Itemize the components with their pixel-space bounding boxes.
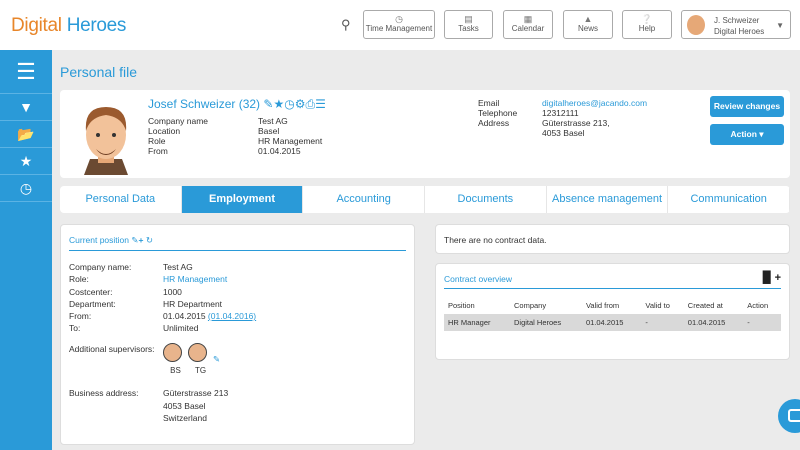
role-link[interactable]: HR Management <box>163 274 228 285</box>
tab-employment[interactable]: Employment <box>181 186 304 213</box>
avatar <box>687 15 705 35</box>
help-button[interactable]: ❔ Help <box>622 10 672 39</box>
contact-fields: Email digitalheroes@jacando.com Telephone… <box>478 98 648 138</box>
table-header: Position Company Valid from Valid to Created… <box>448 301 769 310</box>
clock-icon: ◷ <box>395 14 403 24</box>
star-icon[interactable]: ★ <box>273 97 285 111</box>
tab-personal-data[interactable]: Personal Data <box>60 186 182 213</box>
chart-icon[interactable]: ▉ <box>763 272 772 284</box>
panel-header: Contract overview ▉ + <box>444 264 781 289</box>
page-title: Personal file <box>60 64 138 80</box>
calendar-button[interactable]: ▦ Calendar <box>503 10 553 39</box>
tab-communication[interactable]: Communication <box>668 186 790 213</box>
list-icon[interactable]: ☰ <box>315 97 326 111</box>
supervisor-avatar[interactable] <box>163 342 182 362</box>
user-menu[interactable]: J. Schweizer Digital Heroes ▼ <box>681 10 791 39</box>
panel-header: Current position ✎+ ↻ <box>69 225 406 251</box>
supervisor-avatar[interactable] <box>188 342 207 362</box>
contract-overview-panel: Contract overview ▉ + Position Company Val… <box>435 263 790 360</box>
table-row[interactable]: HR Manager Digital Heroes 01.04.2015-01.04… <box>444 314 781 331</box>
sidebar: ☰ ▼ 📂 ★ ◷ <box>0 50 52 450</box>
help-icon: ❔ <box>641 14 653 24</box>
current-position-panel: Current position ✎+ ↻ Company name: Test … <box>60 224 415 445</box>
filter-icon[interactable]: ▼ <box>0 94 52 121</box>
from-date-link[interactable]: (01.04.2016) <box>207 311 257 322</box>
profile-avatar <box>84 107 128 175</box>
action-button[interactable]: Action ▾ <box>710 124 784 145</box>
clock-icon[interactable]: ◷ <box>284 97 295 111</box>
clock-icon[interactable]: ◷ <box>0 175 52 202</box>
print-icon[interactable]: ⎙ <box>305 97 316 111</box>
menu-icon[interactable]: ☰ <box>0 50 52 94</box>
news-button[interactable]: ▲ News <box>563 10 613 39</box>
tab-absence-management[interactable]: Absence management <box>547 186 669 213</box>
email-link[interactable]: digitalheroes@jacando.com <box>542 98 648 108</box>
tasks-button[interactable]: ▤ Tasks <box>444 10 493 39</box>
tab-documents[interactable]: Documents <box>425 186 547 213</box>
tasks-icon: ▤ <box>464 14 473 24</box>
time-management-button[interactable]: ◷ Time Management <box>363 10 435 39</box>
contract-data-message: There are no contract data. <box>435 224 790 254</box>
logo[interactable]: Digital Heroes <box>11 15 127 36</box>
refresh-icon[interactable]: ↻ <box>145 235 153 245</box>
profile-fields: Company name Test AG Location Basel Role HR… <box>148 116 323 156</box>
employee-name: Josef Schweizer (32) ✎★◷⚙⎙☰ <box>148 97 326 111</box>
edit-icon[interactable]: ✎ <box>131 235 139 245</box>
tab-accounting[interactable]: Accounting <box>303 186 426 213</box>
user-name: J. Schweizer <box>714 16 760 25</box>
chat-icon <box>788 409 800 422</box>
bell-icon: ▲ <box>583 14 593 24</box>
star-icon[interactable]: ★ <box>0 148 52 175</box>
profile-card: Josef Schweizer (32) ✎★◷⚙⎙☰ Company name… <box>60 90 790 178</box>
calendar-icon: ▦ <box>523 14 533 24</box>
top-bar: Digital Heroes ⚲ ◷ Time Management ▤ Tasks… <box>0 0 800 50</box>
folder-icon[interactable]: 📂 <box>0 121 52 148</box>
tabs: Personal Data Employment Accounting Docu… <box>60 186 790 213</box>
review-changes-button[interactable]: Review changes <box>710 96 784 117</box>
chat-button[interactable] <box>778 399 800 433</box>
gear-icon[interactable]: ⚙ <box>294 97 306 111</box>
user-company: Digital Heroes <box>714 27 765 36</box>
search-icon[interactable]: ⚲ <box>341 17 351 32</box>
chevron-down-icon: ▼ <box>776 21 784 30</box>
edit-icon[interactable]: ✎ <box>263 97 274 111</box>
plus-icon[interactable]: + <box>138 235 144 245</box>
plus-icon[interactable]: + <box>774 272 781 284</box>
edit-icon[interactable]: ✎ <box>213 353 221 364</box>
contract-table: Position Company Valid from Valid to Created… <box>444 297 781 331</box>
